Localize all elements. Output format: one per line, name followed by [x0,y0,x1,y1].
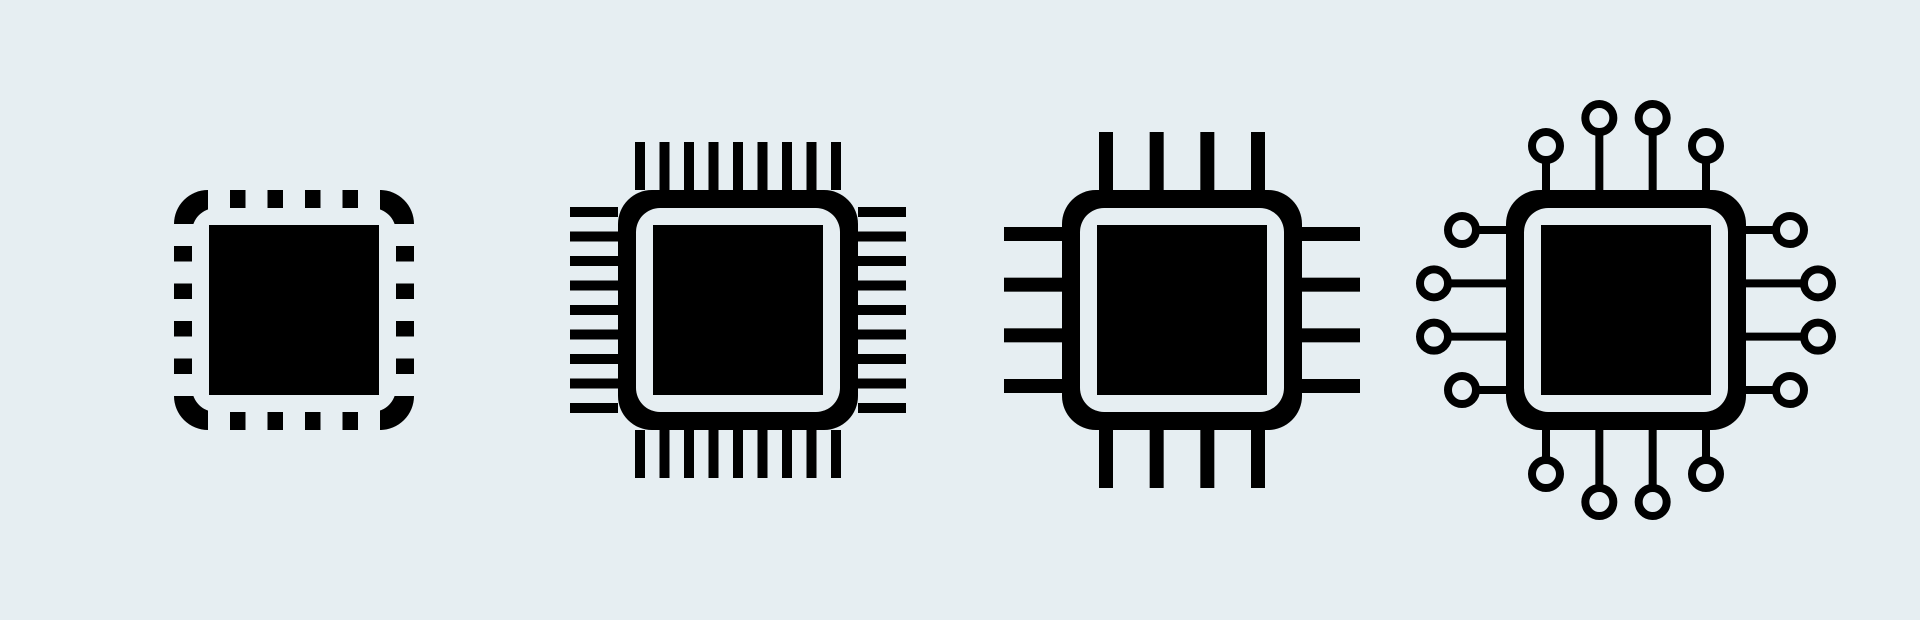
chip-fine-pins-icon [528,100,948,520]
chip-circuit-icon [1416,100,1836,520]
chip-notched-icon [84,100,504,520]
chip-thick-pins-icon [972,100,1392,520]
